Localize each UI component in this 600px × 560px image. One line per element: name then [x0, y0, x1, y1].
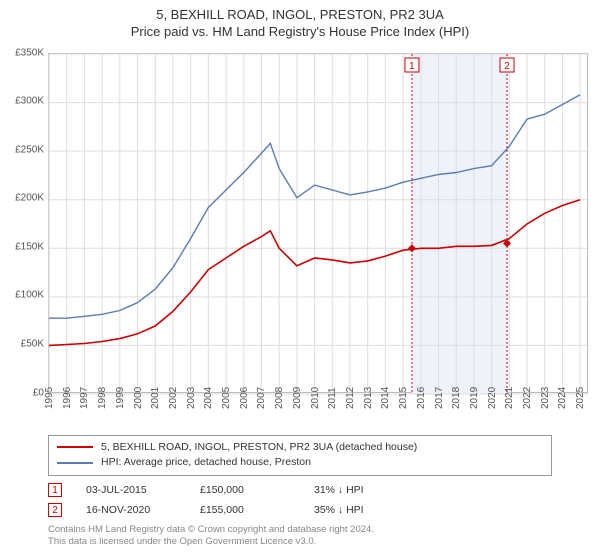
svg-text:2: 2	[504, 61, 510, 72]
tx-marker-2: 2	[48, 503, 62, 517]
svg-text:1: 1	[409, 61, 415, 72]
legend-swatch-property	[57, 446, 93, 448]
tx-date-1: 03-JUL-2015	[86, 484, 176, 496]
tx-date-2: 16-NOV-2020	[86, 504, 176, 516]
footnote: Contains HM Land Registry data © Crown c…	[48, 524, 552, 549]
legend-row-hpi: HPI: Average price, detached house, Pres…	[57, 455, 543, 471]
footnote-line-1: Contains HM Land Registry data © Crown c…	[48, 524, 552, 536]
chart-title: 5, BEXHILL ROAD, INGOL, PRESTON, PR2 3UA	[0, 0, 600, 24]
table-row: 1 03-JUL-2015 £150,000 31% ↓ HPI	[48, 480, 552, 500]
tx-price-1: £150,000	[200, 484, 290, 496]
tx-price-2: £155,000	[200, 504, 290, 516]
tx-delta-1: 31% ↓ HPI	[314, 484, 404, 496]
tx-marker-1: 1	[48, 483, 62, 497]
legend: 5, BEXHILL ROAD, INGOL, PRESTON, PR2 3UA…	[48, 435, 552, 477]
footnote-line-2: This data is licensed under the Open Gov…	[48, 536, 552, 548]
legend-label-property: 5, BEXHILL ROAD, INGOL, PRESTON, PR2 3UA…	[101, 440, 417, 456]
transactions-table: 1 03-JUL-2015 £150,000 31% ↓ HPI 2 16-NO…	[48, 480, 552, 520]
chart-area: £0£50K£100K£150K£200K£250K£300K£350K 12 …	[0, 43, 600, 433]
tx-delta-2: 35% ↓ HPI	[314, 504, 404, 516]
y-axis-labels: £0£50K£100K£150K£200K£250K£300K£350K	[0, 43, 46, 433]
x-axis-labels: 1995199619971998199920002001200220032004…	[48, 395, 588, 433]
plot-svg: 12	[49, 54, 587, 392]
legend-row-property: 5, BEXHILL ROAD, INGOL, PRESTON, PR2 3UA…	[57, 440, 543, 456]
plot-region: 12	[48, 53, 588, 393]
table-row: 2 16-NOV-2020 £155,000 35% ↓ HPI	[48, 500, 552, 520]
legend-label-hpi: HPI: Average price, detached house, Pres…	[101, 455, 311, 471]
chart-subtitle: Price paid vs. HM Land Registry's House …	[0, 24, 600, 43]
legend-swatch-hpi	[57, 462, 93, 464]
